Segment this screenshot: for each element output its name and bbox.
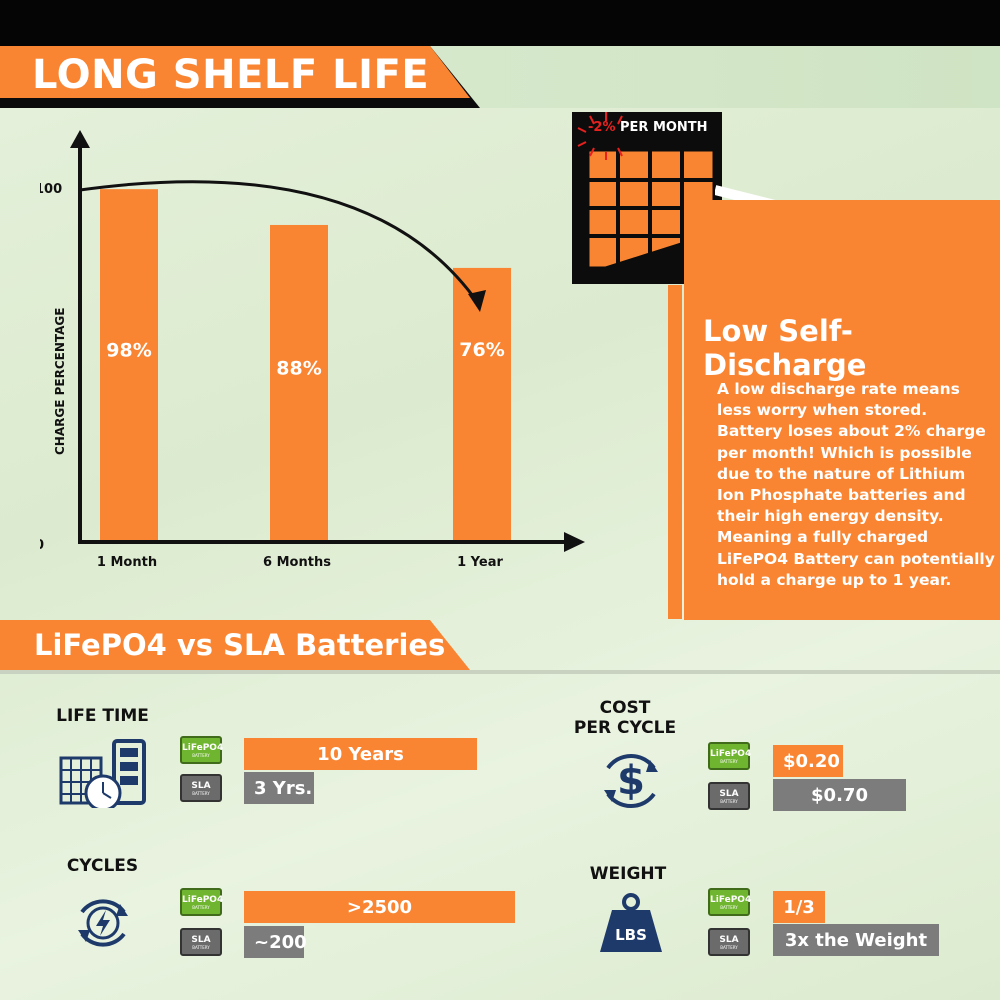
- x-tick-label-3: 1 Year: [457, 555, 503, 570]
- weight-lifepo4-bar: 1/3: [773, 891, 825, 923]
- info-panel-edge: [668, 285, 682, 619]
- cycles-lifepo4-bar: >2500: [244, 891, 515, 923]
- y-axis-label: CHARGE PERCENTAGE: [53, 308, 67, 455]
- cost-label-line1: COST: [599, 698, 651, 718]
- lifepo4-battery-icon: LiFePO4 BATTERY: [708, 888, 751, 916]
- sla-battery-icon: SLA BATTERY: [180, 774, 222, 802]
- comparison-divider: [0, 670, 1000, 674]
- cycles-sla-bar: ~200: [244, 926, 307, 958]
- svg-text:$: $: [617, 758, 645, 804]
- life-time-icon: [59, 739, 146, 808]
- lifepo4-battery-icon: LiFePO4 BATTERY: [180, 736, 223, 764]
- info-title: Low Self-Discharge: [703, 314, 867, 382]
- cycles-icon: [78, 899, 128, 947]
- banner: [0, 46, 470, 98]
- trend-arrow: [79, 180, 480, 304]
- discharge-period: PER MONTH: [620, 120, 708, 135]
- life-time-lifepo4-bar: 10 Years: [244, 738, 477, 770]
- bar-value-label-2: 88%: [276, 357, 321, 379]
- x-tick-label-2: 6 Months: [263, 555, 331, 570]
- bar-value-label-1: 98%: [106, 340, 151, 362]
- lifepo4-battery-icon: LiFePO4 BATTERY: [180, 888, 223, 916]
- sla-battery-icon: SLA BATTERY: [708, 782, 750, 810]
- info-body: A low discharge rate means less worry wh…: [717, 380, 995, 589]
- sla-battery-icon: SLA BATTERY: [180, 928, 222, 956]
- y-axis-arrow: [70, 130, 90, 148]
- shelf-life-chart: 100 0 CHARGE PERCENTAGE 98% 1 Month 88% 6 M…: [40, 130, 585, 570]
- life-time-label: LIFE TIME: [56, 706, 149, 726]
- cost-label-line2: PER CYCLE: [573, 718, 677, 738]
- weight-label: WEIGHT: [589, 864, 667, 884]
- top-black-band: [0, 0, 1000, 46]
- life-time-sla-bar: 3 Yrs.: [244, 772, 314, 804]
- x-axis-arrow: [564, 532, 585, 552]
- y-tick-0: 0: [40, 538, 44, 553]
- bar-2: [270, 224, 328, 540]
- comparison-title: LiFePO4 vs SLA Batteries: [34, 628, 446, 662]
- y-tick-100: 100: [40, 182, 62, 197]
- info-panel: [684, 200, 1000, 620]
- cost-sla-bar: $0.70: [773, 779, 906, 811]
- cost-icon: $: [604, 754, 658, 808]
- discharge-rate: -2%: [588, 120, 616, 135]
- bar-3: [453, 267, 511, 540]
- bar-value-label-3: 76%: [459, 339, 504, 361]
- comparison-banner: [0, 620, 470, 670]
- sla-battery-icon: SLA BATTERY: [708, 928, 750, 956]
- lifepo4-battery-icon: LiFePO4 BATTERY: [708, 742, 751, 770]
- trend-arrow-head: [468, 290, 486, 312]
- cycles-label: CYCLES: [66, 856, 139, 876]
- x-tick-label-1: 1 Month: [97, 555, 157, 570]
- svg-text:LBS: LBS: [615, 926, 647, 944]
- cost-lifepo4-bar: $0.20: [773, 745, 843, 777]
- bar-1: [100, 189, 158, 540]
- banner-title: LONG SHELF LIFE: [32, 52, 430, 98]
- weight-sla-bar: 3x the Weight: [773, 924, 939, 956]
- weight-icon: LBS: [600, 893, 662, 952]
